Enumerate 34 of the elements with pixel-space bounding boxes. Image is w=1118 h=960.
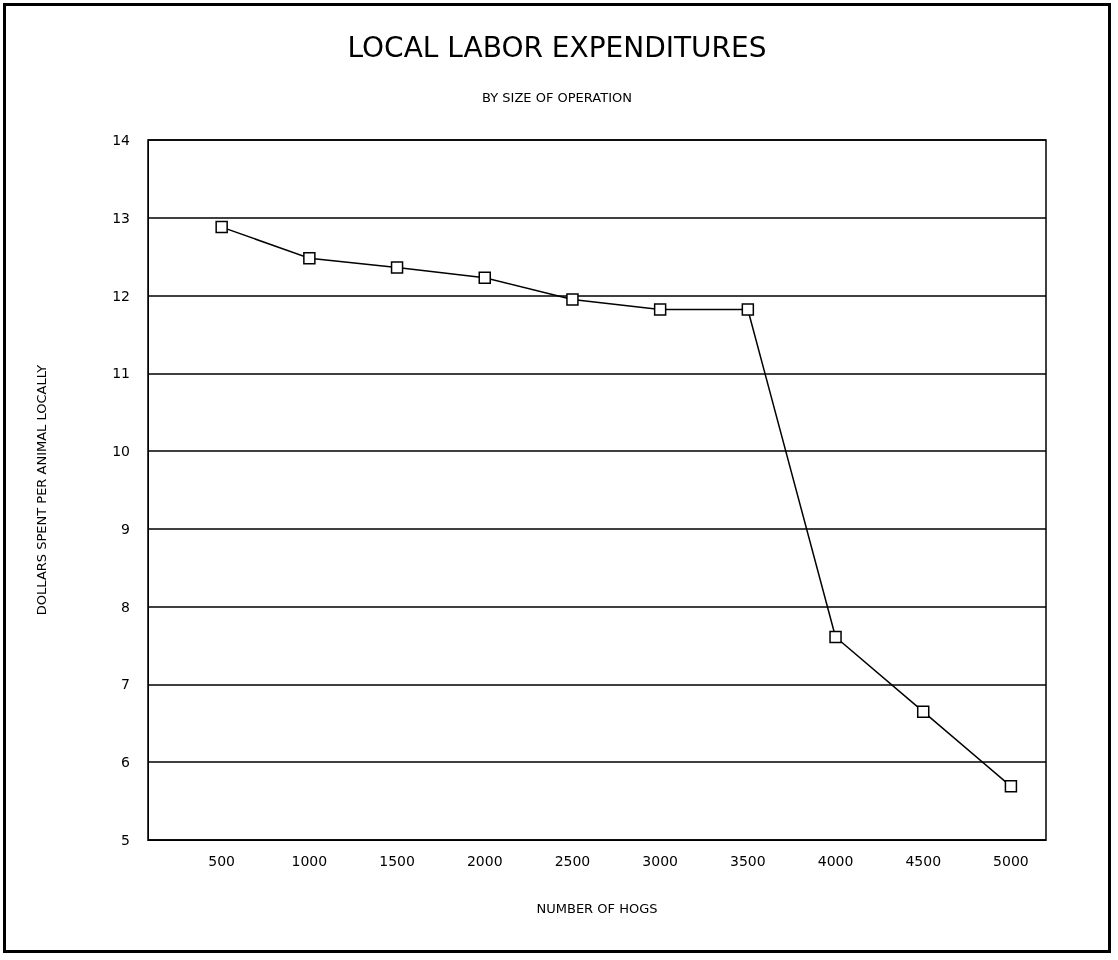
x-tick-label: 500	[208, 853, 236, 869]
y-axis-title: DOLLARS SPENT PER ANIMAL LOCALLY	[34, 364, 49, 616]
point	[478, 271, 491, 284]
chart-title: LOCAL LABOR EXPENDITURES	[347, 30, 767, 64]
x-tick-label: 1000	[291, 853, 328, 869]
y-tick-label: 9	[121, 520, 130, 537]
y-tick-label: 6	[121, 754, 131, 771]
point	[829, 630, 842, 644]
x-tick-label: 3000	[642, 853, 678, 869]
x-axis-title: NUMBER OF HOGS	[536, 901, 658, 916]
x-tick-label: 2000	[466, 853, 503, 869]
x-tick-label: 3500	[730, 853, 766, 869]
point	[916, 705, 930, 718]
point	[741, 303, 755, 316]
y-tick-label: 10	[112, 443, 130, 460]
x-tick-label: 5000	[993, 853, 1029, 869]
y-tick-label: 8	[121, 598, 130, 615]
point	[1004, 780, 1018, 793]
y-tick-label: 14	[112, 132, 131, 148]
point	[215, 220, 228, 234]
y-tick-label: 13	[112, 209, 130, 226]
y-tick-label: 12	[112, 287, 130, 304]
x-tick-label: 1500	[379, 853, 415, 869]
point	[566, 293, 579, 306]
x-tick-label: 2500	[554, 853, 591, 869]
y-tick-label: 5	[121, 832, 130, 848]
point	[390, 261, 404, 274]
point	[303, 251, 316, 265]
y-tick-label: 7	[121, 676, 130, 693]
chart-subtitle: BY SIZE OF OPERATION	[482, 90, 632, 105]
x-tick-label: 4500	[905, 853, 942, 869]
x-tick-label: 4000	[817, 853, 854, 869]
point	[653, 303, 667, 316]
y-tick-label: 11	[112, 365, 130, 382]
